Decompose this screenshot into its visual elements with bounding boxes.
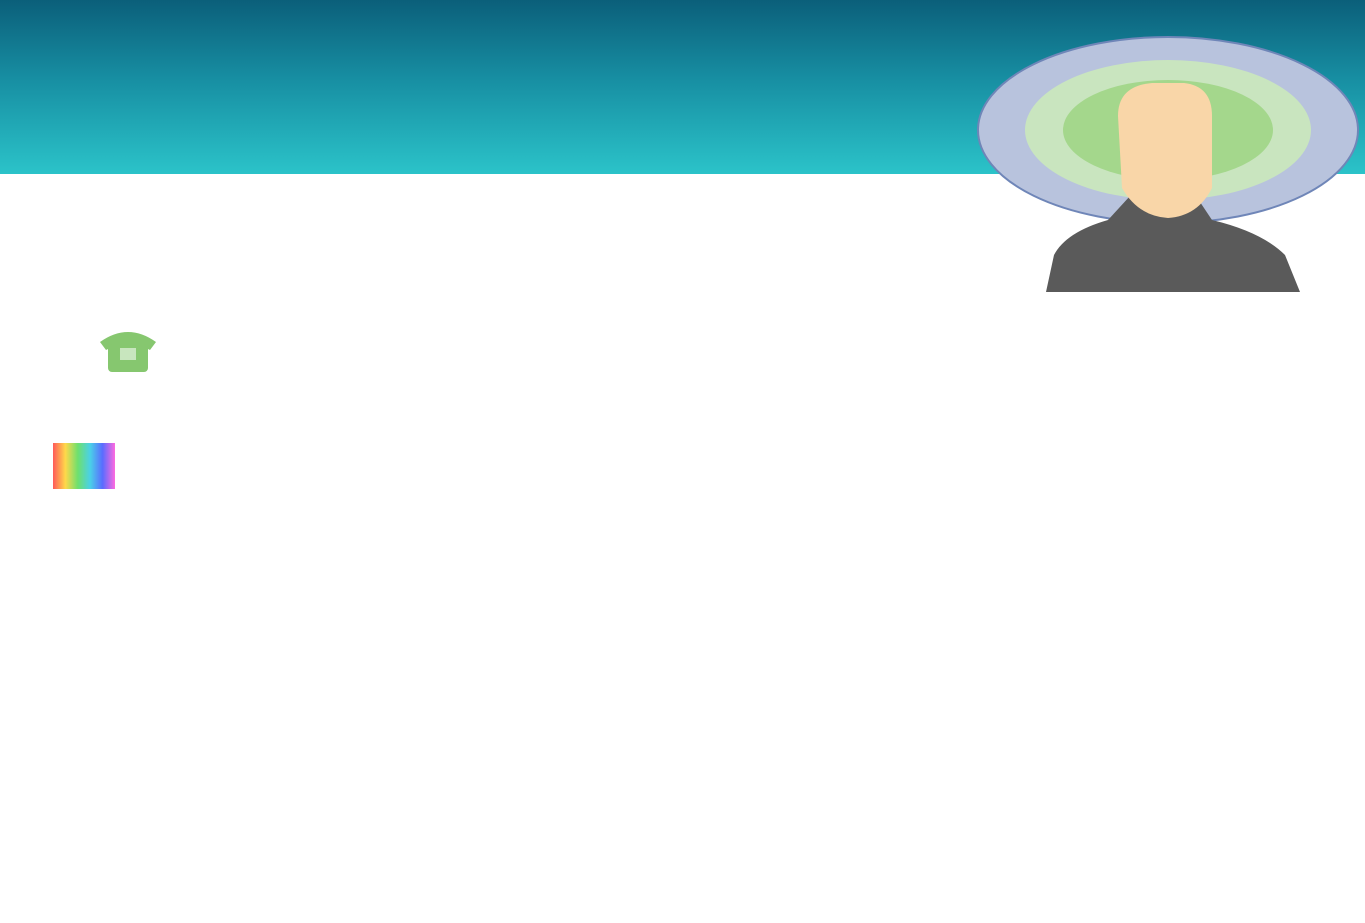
head-field-icon (977, 36, 1359, 292)
telephone-icon (100, 332, 156, 372)
color-spectrum-icon (53, 443, 115, 489)
